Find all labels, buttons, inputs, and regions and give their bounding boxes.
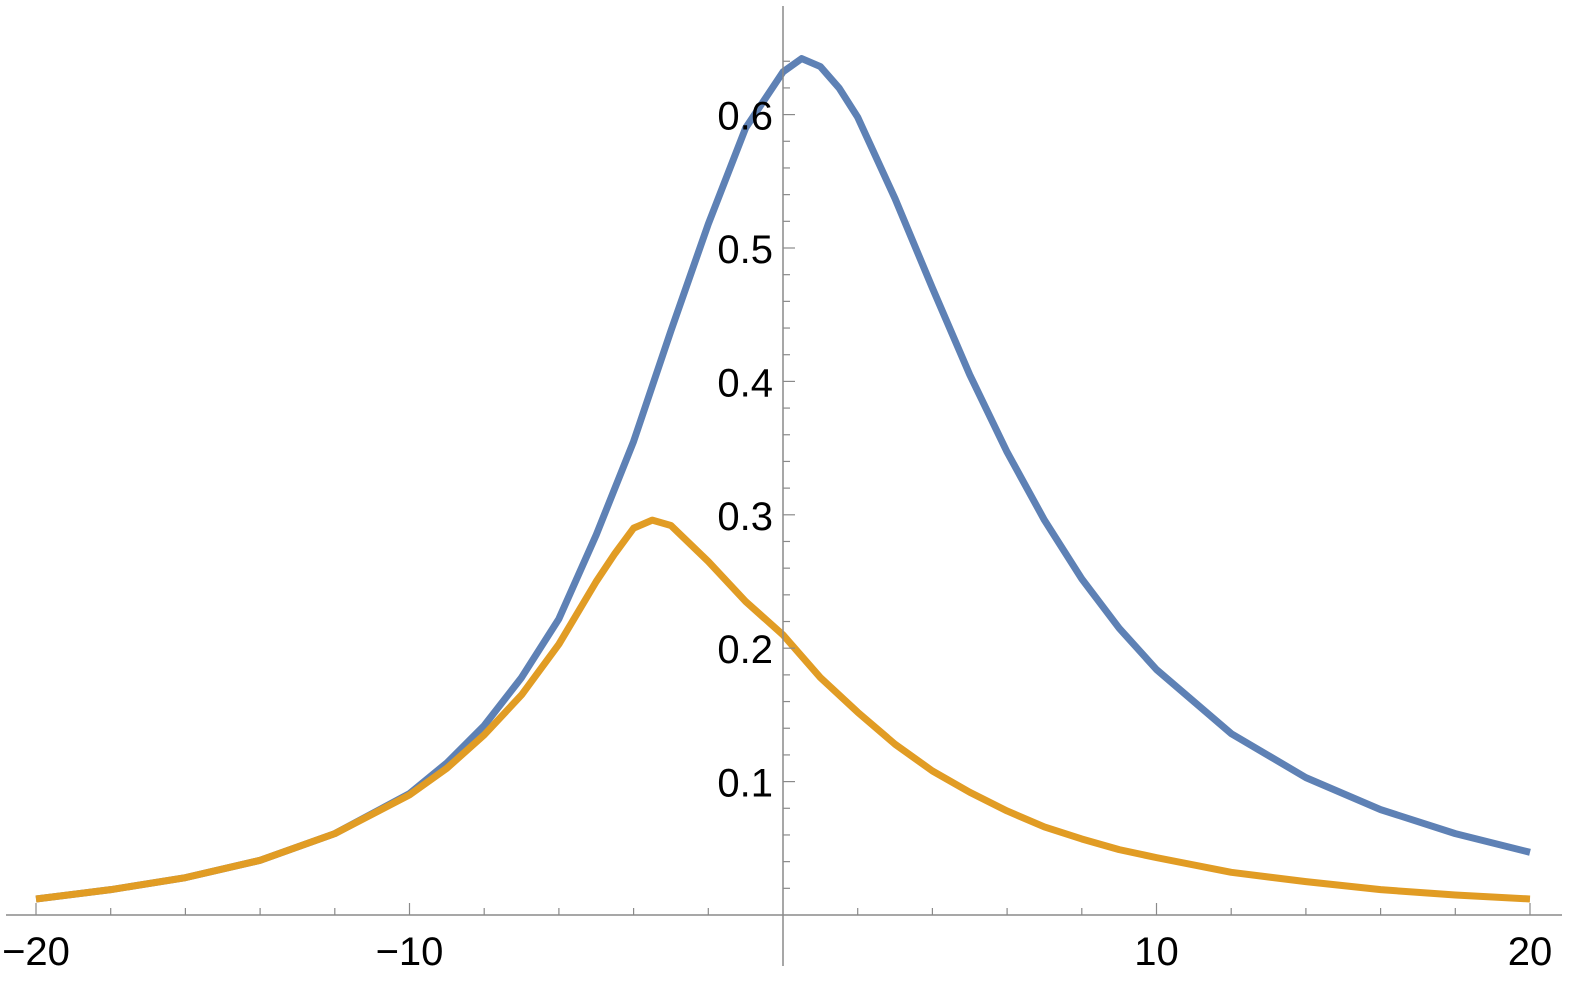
y-tick-label: 0.5	[717, 228, 773, 272]
tick-labels-layer: −20 −10 10 20 0.1 0.2 0.3 0.4 0.5 0.6	[2, 95, 1552, 974]
x-tick-label: −20	[2, 930, 70, 974]
y-tick-label: 0.3	[717, 495, 773, 539]
x-tick-label: 20	[1508, 930, 1553, 974]
y-tick-label: 0.6	[717, 95, 773, 139]
ticks-layer	[35, 60, 1531, 915]
y-tick-label: 0.4	[717, 361, 773, 405]
axes-layer	[6, 6, 1562, 966]
series-2-line	[35, 516, 1531, 903]
x-tick-label: 10	[1134, 930, 1179, 974]
x-tick-label: −10	[376, 930, 444, 974]
y-tick-label: 0.1	[717, 762, 773, 806]
series-layer	[35, 55, 1531, 903]
y-tick-label: 0.2	[717, 628, 773, 672]
